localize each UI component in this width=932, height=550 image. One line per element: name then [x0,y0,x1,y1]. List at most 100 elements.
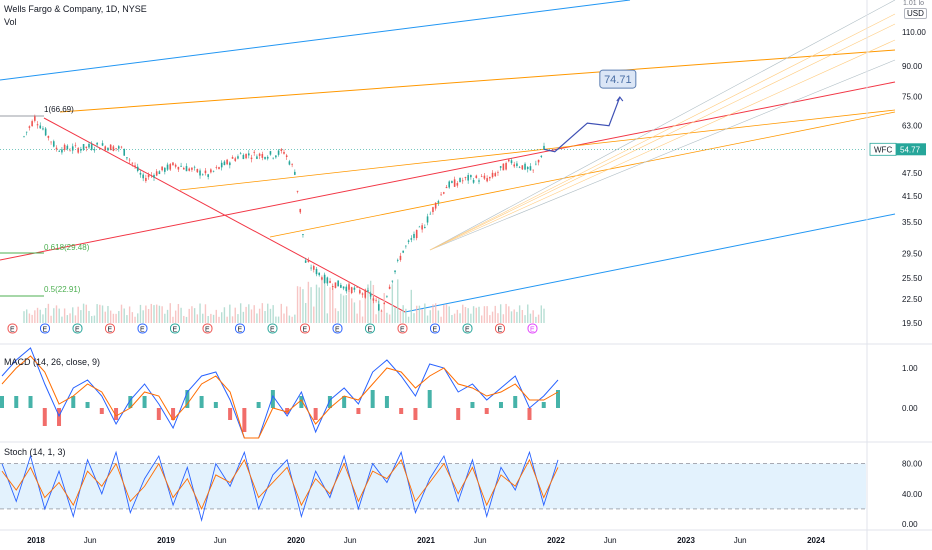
volume-bar [499,304,502,323]
volume-bar [432,304,434,323]
x-tick-label: 2018 [27,536,45,545]
volume-bar [413,313,415,323]
volume-bar [472,306,475,323]
channel-bottom-line [404,213,896,313]
price-candle [71,146,74,151]
volume-bar [405,308,407,323]
price-candle [275,155,277,158]
volume-bar [134,316,136,323]
macd-histogram-bar [156,408,161,420]
price-candle [483,175,486,179]
stoch-band [0,463,866,509]
price-candle [350,287,353,294]
price-candle [212,170,215,172]
volume-bar [372,284,375,323]
volume-bar [229,304,231,323]
currency-badge[interactable]: USD [904,8,927,19]
price-candle [315,268,318,275]
price-candle [123,148,126,156]
volume-bar [104,311,106,323]
earnings-marker-label: E [140,327,145,334]
earnings-marker-icon [72,323,83,334]
macd-histogram-bar [171,408,176,420]
price-candle [361,293,364,295]
price-candle [131,162,134,164]
earnings-marker-icon [202,323,213,334]
earnings-marker-icon [235,323,245,334]
price-candle [513,164,516,167]
price-candle [25,131,28,133]
volume-bar [93,315,96,323]
macd-histogram-bar [427,390,432,408]
macd-histogram-bar [185,390,190,408]
macd-histogram-bar [142,396,147,408]
macd-histogram-bar [484,408,489,414]
volume-bar [126,315,128,323]
price-candle [318,272,321,276]
ticker-price-box [896,143,926,156]
volume-bar [478,306,480,323]
fan-line [429,0,896,251]
volume-bar [166,309,169,323]
fib-lines [0,115,44,297]
earnings-marker-label: E [238,327,243,334]
macd-histogram-bar [128,396,133,408]
volume-bar [296,286,299,323]
price-candle [210,169,212,173]
volume-bar [310,287,312,323]
volume-bar [497,313,499,323]
volume-bar [459,313,461,323]
price-candle [345,286,348,292]
volume-bar [80,310,82,323]
earnings-marker-icon [170,323,180,334]
volume-bar [326,313,329,323]
price-candle [294,171,296,175]
price-candle [405,245,407,247]
macd-histogram-bar [399,408,404,414]
volume-bar [342,295,345,323]
volume-bar [383,293,385,323]
volume-bar [69,313,71,323]
volume-bar [180,307,182,323]
price-candle [52,141,55,147]
price-candle [134,165,136,167]
volume-bar [91,316,93,323]
x-axis: 2018 Jun 2019 Jun 2020 Jun 2021 Jun 2022 Jun 2023 J… [27,536,825,545]
price-candle [356,286,358,288]
price-candle [426,216,429,223]
volume-bar [88,310,90,323]
stoch-y-tick: 40.00 [902,490,923,499]
volume-bar [107,305,109,323]
price-candle [63,144,66,151]
volume-bar [47,303,50,323]
earnings-marker-label: E [303,327,308,334]
peak-fib-label: 1(66.69) [44,105,74,114]
earnings-marker-label: E [43,327,48,334]
price-candle [90,144,93,150]
macd-histogram-bar [28,396,33,408]
x-tick-label: Jun [344,536,357,545]
volume-bar [464,307,467,323]
volume-bar [147,308,150,323]
volume-bar [128,306,131,323]
price-candle [342,286,345,289]
price-candle [429,213,432,215]
macd-histogram-bar [384,396,389,408]
price-candle [161,166,163,171]
price-candle [44,128,47,136]
price-candle [42,128,44,130]
earnings-marker-icon [332,323,343,334]
fan-line [429,59,896,251]
price-candle [153,174,155,178]
volume-bar [302,289,304,323]
volume-bar [416,305,418,323]
price-candle [145,177,147,182]
earnings-marker-label: E [270,327,275,334]
volume-bar [174,310,177,323]
volume-bar [202,313,204,323]
volume-bar [239,303,242,323]
price-candle [61,149,63,153]
price-candle [55,147,58,150]
volume-bar [145,305,147,323]
